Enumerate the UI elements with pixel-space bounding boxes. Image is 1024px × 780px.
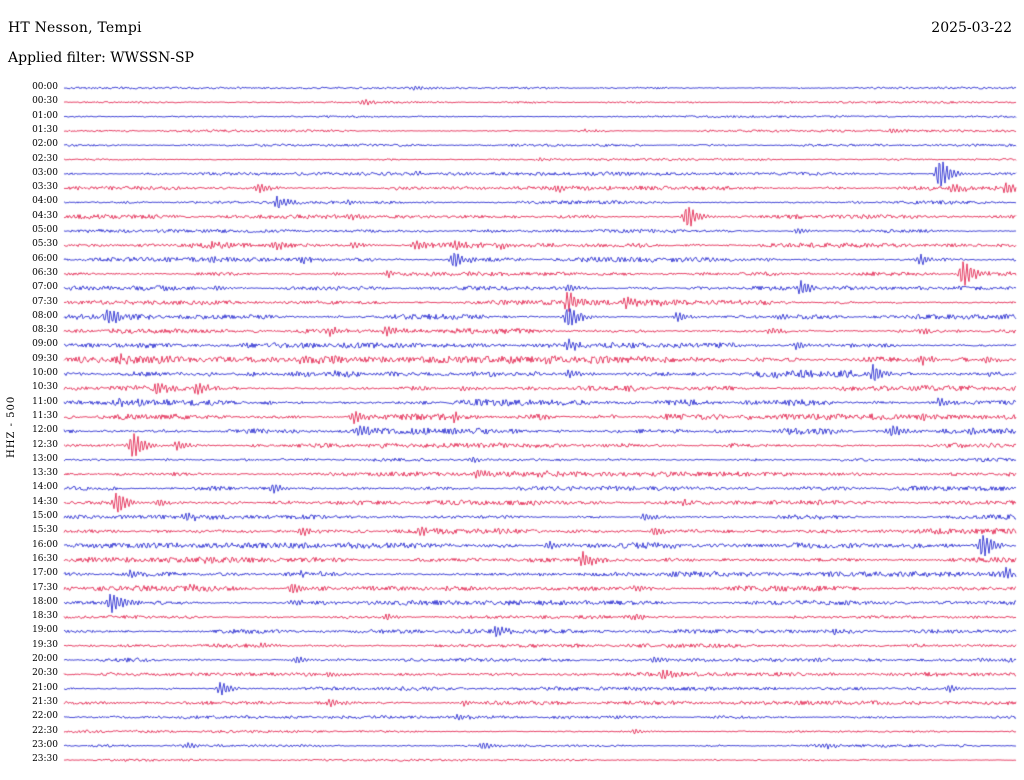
trace-time-label: 03:00: [32, 167, 58, 178]
trace-time-label: 04:30: [32, 210, 58, 221]
trace-time-label: 03:30: [32, 182, 58, 193]
trace-time-label: 06:30: [32, 267, 58, 278]
trace-time-label: 22:30: [32, 725, 58, 736]
station-title: HT Nesson, Tempi: [8, 20, 142, 36]
trace-time-label: 16:30: [32, 553, 58, 564]
trace-time-label: 23:00: [32, 739, 58, 750]
trace-time-label: 07:00: [32, 282, 58, 293]
trace-time-label: 02:30: [32, 153, 58, 164]
trace-time-label: 20:00: [32, 654, 58, 664]
trace-time-label: 12:00: [32, 425, 58, 436]
applied-filter-label: Applied filter: WWSSN-SP: [8, 50, 194, 66]
trace-time-label: 19:00: [32, 625, 58, 636]
trace-time-label: 17:00: [32, 568, 58, 579]
trace-time-label: 21:00: [32, 682, 58, 693]
trace-time-label: 07:30: [32, 296, 58, 307]
trace-time-label: 17:30: [32, 582, 58, 593]
trace-time-label: 18:30: [32, 611, 58, 622]
trace-time-label: 05:00: [32, 225, 58, 235]
trace-time-label: 06:00: [32, 253, 58, 264]
trace-time-label: 13:30: [32, 468, 58, 479]
trace-time-label: 05:30: [32, 239, 58, 250]
trace-time-label: 04:00: [32, 196, 58, 207]
trace-time-label: 23:30: [32, 754, 58, 765]
trace-time-label: 14:30: [32, 496, 58, 507]
trace-time-label: 22:00: [32, 711, 58, 722]
trace-time-label: 19:30: [32, 639, 58, 650]
trace-time-label: 15:30: [32, 525, 58, 536]
trace-time-label: 16:00: [32, 539, 58, 550]
trace-time-label: 15:00: [32, 511, 58, 521]
trace-time-label: 01:00: [32, 110, 58, 121]
trace-time-label: 21:30: [32, 696, 58, 707]
trace-time-label: 08:00: [32, 310, 58, 321]
trace-time-label: 00:30: [32, 96, 58, 107]
trace-time-label: 18:00: [32, 596, 58, 607]
trace-time-label: 01:30: [32, 124, 58, 135]
trace-time-label: 14:00: [32, 482, 58, 493]
trace-time-label: 08:30: [32, 325, 58, 336]
trace-time-label: 13:00: [32, 453, 58, 464]
trace-time-label: 11:00: [32, 396, 58, 407]
record-date: 2025-03-22: [931, 20, 1012, 36]
trace-time-label: 20:30: [32, 668, 58, 679]
trace-time-label: 09:00: [32, 339, 58, 350]
trace-time-label: 11:30: [32, 410, 58, 421]
trace-time-label: 02:00: [32, 139, 58, 150]
trace-time-label: 09:30: [32, 353, 58, 364]
trace-time-label: 10:30: [32, 382, 58, 393]
trace-time-label: 00:00: [32, 82, 58, 92]
trace-time-label: 12:30: [32, 439, 58, 450]
trace-time-label: 10:00: [32, 368, 58, 378]
